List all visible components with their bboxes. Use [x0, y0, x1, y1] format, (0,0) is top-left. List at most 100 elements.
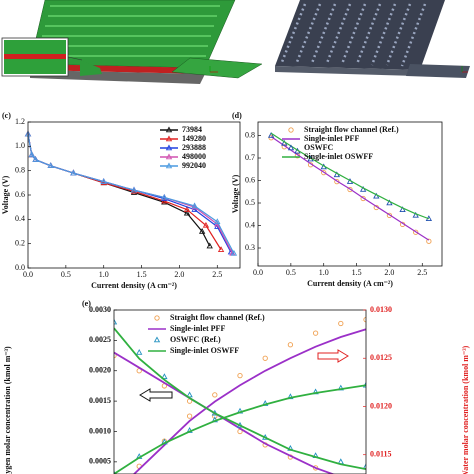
point: [165, 153, 173, 160]
y2-tick-label: 0.0120: [370, 401, 392, 410]
y-tick-label: 0.8: [15, 165, 25, 174]
y-tick-label: 0.6: [15, 190, 25, 199]
point: [267, 131, 275, 138]
point: [100, 178, 107, 184]
x-tick-label: 1.0: [319, 268, 329, 277]
x-axis-label: Current density (A cm⁻²): [307, 279, 393, 288]
x-axis-label: Current density (A cm⁻²): [91, 281, 177, 290]
point: [217, 246, 225, 253]
point: [202, 221, 210, 228]
y2-tick-label: 0.0125: [370, 353, 392, 362]
point: [165, 144, 173, 151]
arrow-right: [317, 349, 349, 363]
series-line: [114, 351, 336, 474]
x-tick-label: 1.0: [99, 270, 109, 279]
plot-area: [114, 316, 366, 474]
series-line: [270, 132, 430, 220]
y-tick-label: 0.8: [245, 130, 255, 139]
y-tick-label: 0.5: [245, 198, 255, 207]
y-tick-label: 0.3: [245, 243, 255, 252]
point: [161, 373, 168, 380]
point: [413, 229, 419, 235]
y-tick-label: 0.4: [15, 214, 25, 223]
model-render-right: [275, 0, 470, 78]
y-tick-label: 0.6: [245, 175, 255, 184]
y-axis-label: xygen molar concentration (kmol m⁻³): [3, 346, 12, 474]
point: [321, 169, 327, 176]
point: [214, 218, 221, 225]
point: [412, 211, 419, 218]
legend-label: 73984: [182, 125, 202, 134]
y-axis-label: Voltage (V): [231, 174, 240, 213]
point: [288, 127, 294, 133]
panel-label: (d): [232, 111, 242, 120]
point: [186, 413, 193, 419]
point: [165, 135, 173, 142]
legend-label: 498000: [182, 152, 206, 161]
panel-label: (c): [2, 111, 11, 120]
y-tick-label: 0.0030: [89, 305, 111, 314]
x-tick-label: 2.5: [417, 268, 427, 277]
legend-label: OSWFC: [304, 143, 334, 152]
y-tick-label: 0.2: [15, 238, 25, 247]
axes-frame: [257, 121, 443, 267]
series-line: [270, 136, 430, 241]
x-tick-label: 0.0: [23, 270, 33, 279]
point: [28, 151, 35, 158]
point: [130, 186, 138, 193]
y-tick-label: 0.0010: [89, 426, 111, 435]
point: [153, 336, 161, 343]
point: [287, 342, 294, 348]
point: [347, 186, 353, 193]
point: [114, 318, 118, 325]
legend-label: Single-inlet PFF: [304, 134, 359, 143]
point: [262, 355, 268, 361]
point: [338, 320, 344, 327]
point: [154, 315, 160, 321]
point: [230, 249, 238, 256]
x-tick-label: 1.5: [352, 268, 362, 277]
legend-label: Single-inlet PFF: [170, 324, 225, 333]
point: [212, 392, 218, 398]
plot-area: [267, 131, 433, 244]
legend-label: Straight flow channel (Ref.): [170, 313, 265, 322]
legend-label: Straight flow channel (Ref.): [304, 125, 399, 134]
point: [399, 206, 406, 213]
point: [426, 238, 432, 244]
legend-label: 992040: [182, 161, 206, 170]
y-axis-label: Voltage (V): [1, 175, 10, 214]
x-tick-label: 0.5: [286, 268, 296, 277]
model-render-left: [1, 0, 263, 84]
y2-tick-label: 0.0115: [370, 450, 392, 459]
y-tick-label: 0.0015: [89, 396, 111, 405]
point: [386, 212, 393, 219]
point: [287, 144, 295, 151]
y-tick-label: 0.0025: [89, 335, 111, 344]
legend-label: Single-inlet OSWFF: [170, 346, 239, 355]
y-tick-label: 0.4: [245, 220, 255, 229]
y-tick-label: 1.0: [15, 141, 25, 150]
point: [47, 162, 54, 169]
series-line: [114, 384, 366, 474]
point: [186, 391, 193, 398]
point: [161, 193, 168, 200]
point: [165, 126, 173, 133]
y-tick-label: 0.0020: [89, 366, 111, 375]
legend-label: OSWFC (Ref.): [170, 335, 221, 344]
legend-label: Single-inlet OSWFF: [304, 152, 373, 161]
x-tick-label: 2.0: [384, 268, 394, 277]
x-tick-label: 0.5: [61, 270, 71, 279]
point: [32, 156, 39, 162]
y2-axis-label: Water molar concentration (kmol m⁻³): [461, 345, 470, 474]
axes-frame: [113, 309, 367, 474]
y-tick-label: 1.2: [15, 117, 25, 126]
x-tick-label: 2.0: [174, 270, 184, 279]
point: [360, 195, 366, 202]
point: [70, 169, 77, 176]
point: [191, 202, 198, 209]
legend-label: 149280: [182, 134, 206, 143]
point: [183, 206, 191, 212]
arrow-left: [139, 388, 173, 402]
panel-label: (e): [82, 299, 91, 308]
